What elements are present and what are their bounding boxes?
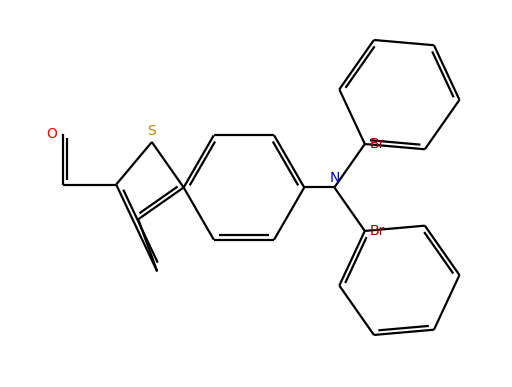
Text: S: S — [147, 124, 156, 139]
Text: N: N — [329, 171, 339, 185]
Text: O: O — [46, 127, 57, 141]
Text: Br: Br — [370, 224, 385, 238]
Text: Br: Br — [370, 137, 385, 151]
